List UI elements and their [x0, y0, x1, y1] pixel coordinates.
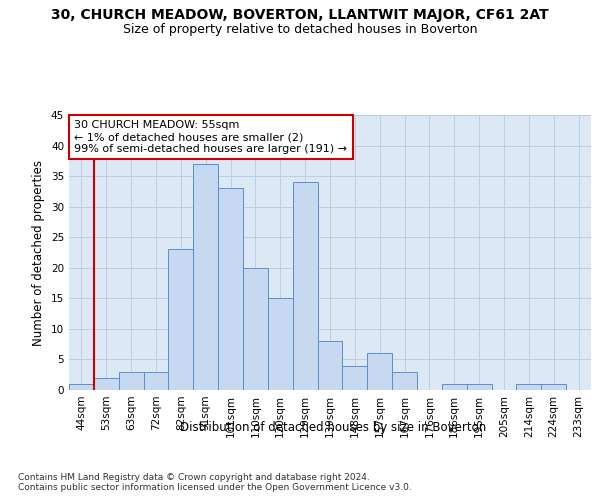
Bar: [69, 384, 94, 390]
Bar: [517, 384, 541, 390]
Bar: [143, 372, 169, 390]
Bar: [293, 182, 317, 390]
Bar: [119, 372, 143, 390]
Bar: [169, 250, 193, 390]
Text: 30, CHURCH MEADOW, BOVERTON, LLANTWIT MAJOR, CF61 2AT: 30, CHURCH MEADOW, BOVERTON, LLANTWIT MA…: [51, 8, 549, 22]
Bar: [541, 384, 566, 390]
Text: Contains HM Land Registry data © Crown copyright and database right 2024.
Contai: Contains HM Land Registry data © Crown c…: [18, 472, 412, 492]
Bar: [442, 384, 467, 390]
Bar: [243, 268, 268, 390]
Text: Size of property relative to detached houses in Boverton: Size of property relative to detached ho…: [123, 22, 477, 36]
Bar: [268, 298, 293, 390]
Text: 30 CHURCH MEADOW: 55sqm
← 1% of detached houses are smaller (2)
99% of semi-deta: 30 CHURCH MEADOW: 55sqm ← 1% of detached…: [74, 120, 347, 154]
Y-axis label: Number of detached properties: Number of detached properties: [32, 160, 46, 346]
Bar: [392, 372, 417, 390]
Bar: [218, 188, 243, 390]
Bar: [367, 354, 392, 390]
Bar: [467, 384, 491, 390]
Bar: [94, 378, 119, 390]
Bar: [193, 164, 218, 390]
Text: Distribution of detached houses by size in Boverton: Distribution of detached houses by size …: [180, 421, 486, 434]
Bar: [343, 366, 367, 390]
Bar: [317, 341, 343, 390]
